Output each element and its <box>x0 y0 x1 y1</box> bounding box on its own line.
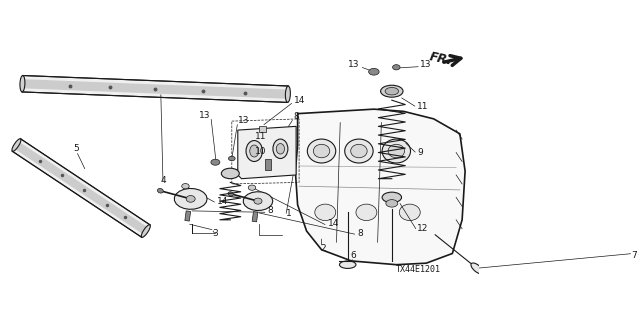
Text: 13: 13 <box>420 60 432 69</box>
Polygon shape <box>243 192 273 211</box>
Text: 8: 8 <box>294 112 300 121</box>
Polygon shape <box>22 76 288 102</box>
Ellipse shape <box>246 140 262 162</box>
Text: 13: 13 <box>348 60 360 69</box>
Text: 11: 11 <box>417 102 429 111</box>
Ellipse shape <box>381 85 403 97</box>
Text: 13: 13 <box>238 116 250 125</box>
Text: 7: 7 <box>631 251 637 260</box>
Text: 2: 2 <box>320 244 326 253</box>
Ellipse shape <box>211 159 220 165</box>
Polygon shape <box>296 109 465 265</box>
Ellipse shape <box>388 144 404 158</box>
Ellipse shape <box>307 139 336 163</box>
Text: TX44E1201: TX44E1201 <box>396 265 441 274</box>
Ellipse shape <box>382 192 401 203</box>
Ellipse shape <box>228 192 234 196</box>
Ellipse shape <box>382 139 410 163</box>
Text: 11: 11 <box>255 132 267 140</box>
Ellipse shape <box>254 198 262 204</box>
Text: 12: 12 <box>417 224 429 233</box>
Ellipse shape <box>356 204 377 220</box>
Ellipse shape <box>157 188 163 193</box>
Ellipse shape <box>228 156 235 161</box>
Bar <box>252 212 258 222</box>
Ellipse shape <box>351 144 367 158</box>
Ellipse shape <box>141 225 150 237</box>
Text: 9: 9 <box>417 148 423 157</box>
Text: FR.: FR. <box>428 50 453 67</box>
Ellipse shape <box>20 76 25 92</box>
Ellipse shape <box>12 139 21 151</box>
Text: 5: 5 <box>74 144 79 153</box>
Text: 13: 13 <box>200 111 211 120</box>
Ellipse shape <box>276 144 285 154</box>
Ellipse shape <box>285 86 291 102</box>
Text: 10: 10 <box>255 147 267 156</box>
Text: 14: 14 <box>294 96 305 105</box>
Polygon shape <box>12 139 150 237</box>
Ellipse shape <box>314 144 330 158</box>
Ellipse shape <box>221 168 239 179</box>
Bar <box>266 158 271 171</box>
Ellipse shape <box>392 65 400 70</box>
Text: 6: 6 <box>351 251 356 260</box>
Ellipse shape <box>248 185 256 190</box>
Text: 1: 1 <box>285 209 291 218</box>
Polygon shape <box>175 188 207 209</box>
Text: 14: 14 <box>328 219 339 228</box>
Ellipse shape <box>385 87 399 95</box>
Ellipse shape <box>339 261 356 268</box>
Text: 8: 8 <box>357 229 363 238</box>
Ellipse shape <box>345 139 373 163</box>
Ellipse shape <box>186 196 195 202</box>
Ellipse shape <box>315 204 336 220</box>
Ellipse shape <box>369 68 379 75</box>
Bar <box>259 126 266 132</box>
Text: 14: 14 <box>217 196 228 206</box>
Text: 4: 4 <box>160 176 166 185</box>
Ellipse shape <box>250 145 259 157</box>
Ellipse shape <box>399 204 420 220</box>
Ellipse shape <box>273 139 288 158</box>
Bar <box>185 211 191 221</box>
Ellipse shape <box>182 184 189 189</box>
Text: 3: 3 <box>212 229 218 238</box>
Ellipse shape <box>386 200 398 207</box>
Text: 8: 8 <box>268 206 273 215</box>
Ellipse shape <box>471 263 483 274</box>
Polygon shape <box>238 126 296 179</box>
